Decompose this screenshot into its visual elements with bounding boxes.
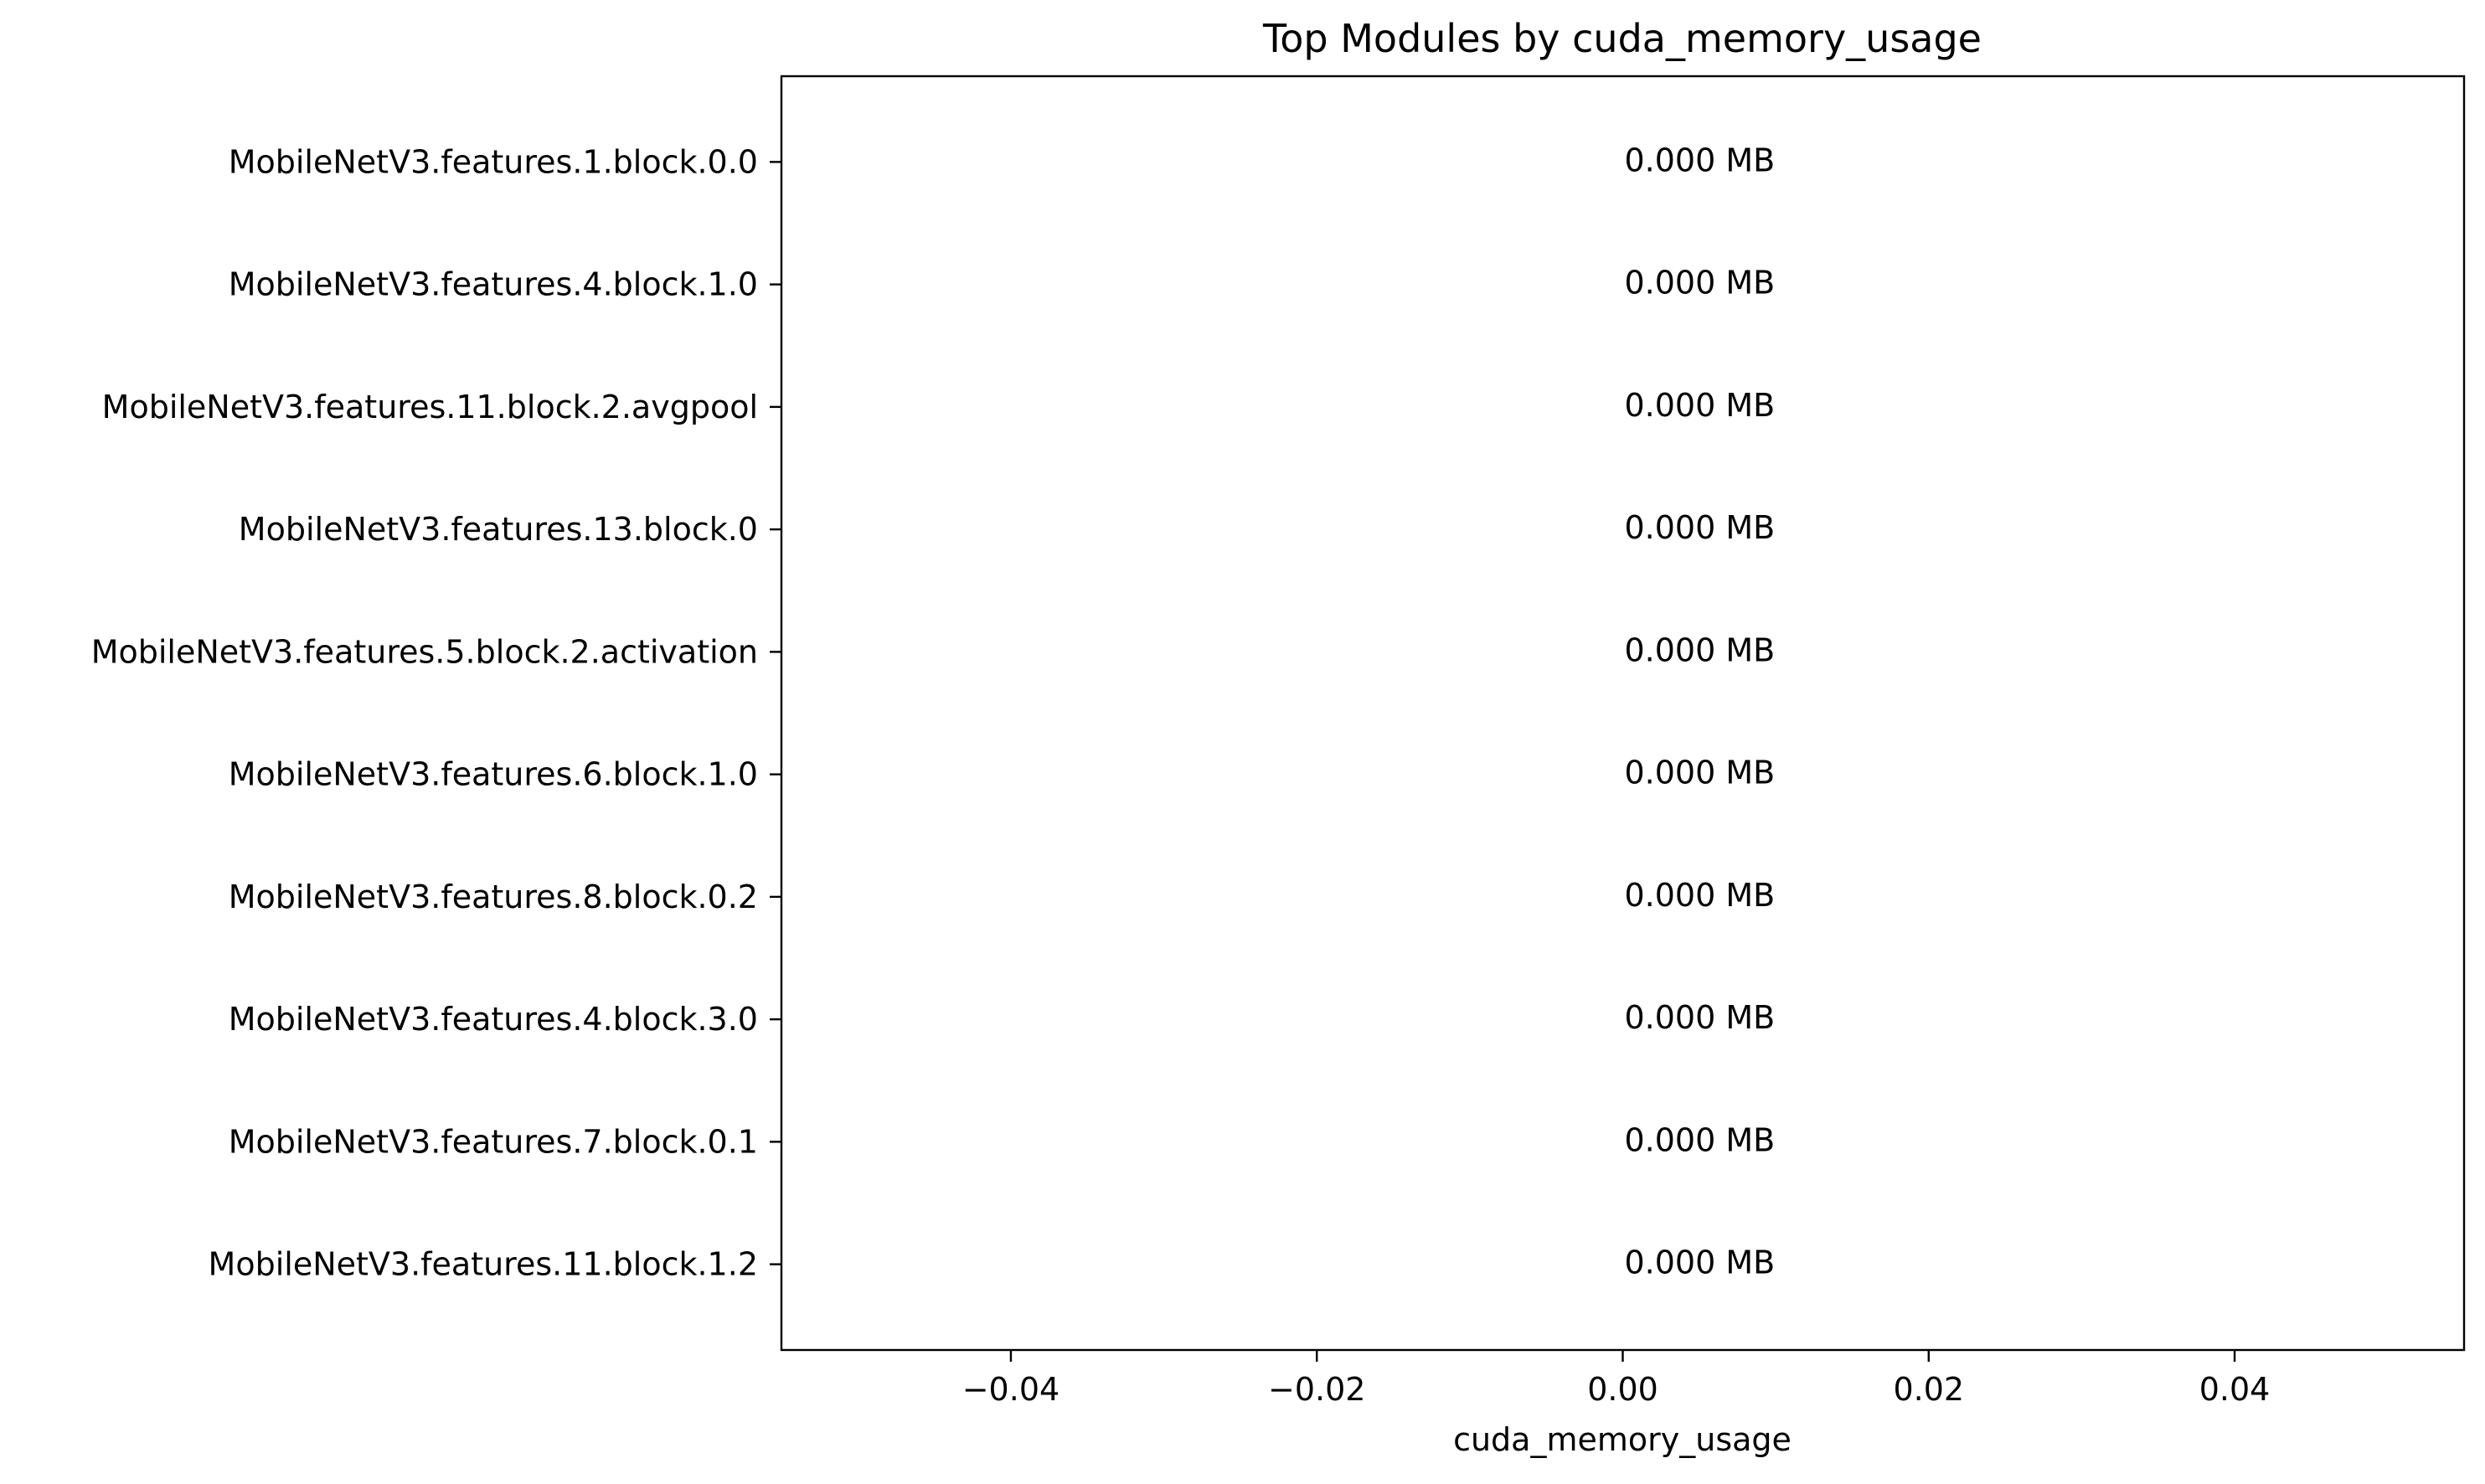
data-label: 0.000 MB [1625, 631, 1776, 668]
data-label: 0.000 MB [1625, 1244, 1776, 1281]
y-tick-label: MobileNetV3.features.8.block.0.2 [229, 879, 758, 915]
plot-frame [780, 75, 2466, 1352]
y-tick-label: MobileNetV3.features.6.block.1.0 [229, 756, 758, 793]
chart-title: Top Modules by cuda_memory_usage [1262, 16, 1982, 61]
y-tick-label: MobileNetV3.features.11.block.2.avgpool [102, 389, 758, 425]
x-tick-label: 0.00 [1587, 1371, 1658, 1408]
y-tick-label: MobileNetV3.features.13.block.0 [239, 511, 758, 548]
y-tick-label: MobileNetV3.features.1.block.0.0 [229, 143, 758, 180]
data-label: 0.000 MB [1625, 755, 1776, 791]
x-tick-label: −0.02 [1268, 1371, 1365, 1408]
y-tick-label: MobileNetV3.features.4.block.1.0 [229, 266, 758, 303]
y-tick-label: MobileNetV3.features.5.block.2.activatio… [91, 633, 758, 670]
x-tick-label: −0.04 [962, 1371, 1059, 1408]
data-label: 0.000 MB [1625, 999, 1776, 1036]
x-tick-label: 0.02 [1893, 1371, 1964, 1408]
data-label: 0.000 MB [1625, 877, 1776, 914]
y-tick-label: MobileNetV3.features.7.block.0.1 [229, 1123, 758, 1160]
x-axis-label: cuda_memory_usage [1453, 1421, 1792, 1458]
data-label: 0.000 MB [1625, 265, 1776, 301]
y-tick-label: MobileNetV3.features.4.block.3.0 [229, 1001, 758, 1038]
y-tick-label: MobileNetV3.features.11.block.1.2 [209, 1246, 758, 1283]
x-tick-label: 0.04 [2199, 1371, 2271, 1408]
data-label: 0.000 MB [1625, 1121, 1776, 1158]
data-label: 0.000 MB [1625, 387, 1776, 424]
data-label: 0.000 MB [1625, 509, 1776, 546]
data-label: 0.000 MB [1625, 142, 1776, 178]
